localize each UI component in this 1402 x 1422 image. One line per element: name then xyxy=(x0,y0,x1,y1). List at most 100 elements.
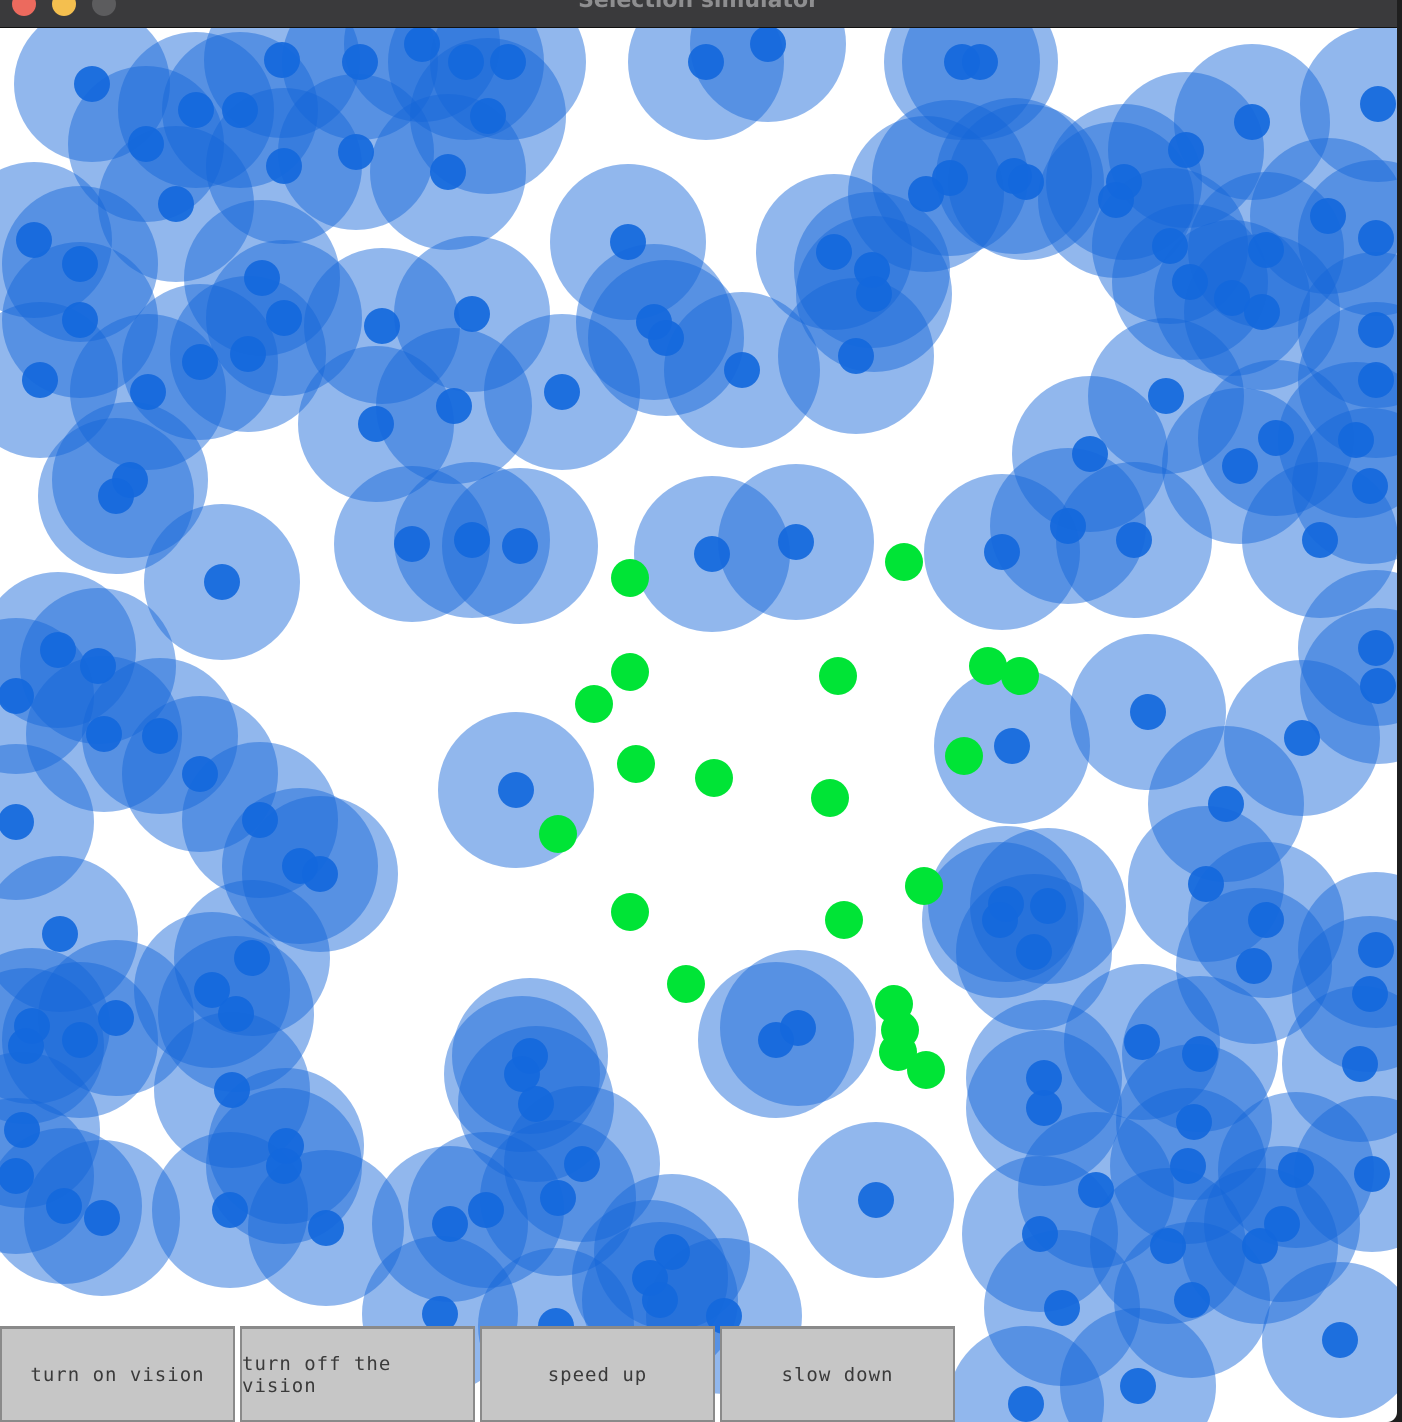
predator-agent xyxy=(4,1112,40,1148)
predator-agent xyxy=(1352,468,1388,504)
vision-ring-layer xyxy=(0,28,1397,1422)
predator-agent xyxy=(448,44,484,80)
predator-agent xyxy=(544,374,580,410)
predator-agent xyxy=(1124,1024,1160,1060)
prey-agent xyxy=(611,653,649,691)
predator-vision-ring xyxy=(0,968,104,1124)
predator-agent xyxy=(750,28,786,62)
predator-agent xyxy=(1248,902,1284,938)
predator-agent xyxy=(142,718,178,754)
prey-agent xyxy=(575,685,613,723)
predator-agent xyxy=(128,126,164,162)
predator-vision-ring xyxy=(1282,986,1397,1142)
predator-agent xyxy=(1050,508,1086,544)
predator-vision-ring xyxy=(282,28,438,140)
predator-agent xyxy=(1258,420,1294,456)
predator-vision-ring xyxy=(902,28,1058,140)
close-window-button[interactable] xyxy=(12,0,36,16)
predator-agent xyxy=(838,338,874,374)
window-shadow-edge xyxy=(1397,0,1402,1422)
predator-agent xyxy=(394,526,430,562)
predator-agent xyxy=(858,1182,894,1218)
predator-agent xyxy=(1354,1156,1390,1192)
predator-agent xyxy=(1174,1282,1210,1318)
slow-down-button[interactable]: slow down xyxy=(720,1326,955,1422)
predator-agent xyxy=(364,308,400,344)
predator-agent xyxy=(404,28,440,62)
predator-vision-ring xyxy=(948,1326,1104,1422)
minimize-window-button[interactable] xyxy=(52,0,76,16)
predator-agent xyxy=(1172,264,1208,300)
predator-agent xyxy=(1152,228,1188,264)
predator-agent xyxy=(1170,1148,1206,1184)
simulation-canvas[interactable] xyxy=(0,28,1397,1422)
predator-agent xyxy=(230,336,266,372)
predator-agent xyxy=(422,1296,458,1332)
predator-agent xyxy=(1008,1386,1044,1422)
prey-layer xyxy=(539,543,1039,1089)
predator-agent xyxy=(502,528,538,564)
predator-agent xyxy=(178,92,214,128)
predator-agent xyxy=(86,716,122,752)
predator-agent xyxy=(984,534,1020,570)
predator-agent xyxy=(1016,934,1052,970)
predator-agent xyxy=(430,154,466,190)
predator-agent xyxy=(1342,1046,1378,1082)
predator-agent xyxy=(130,374,166,410)
predator-agent xyxy=(490,44,526,80)
predator-agent xyxy=(0,804,34,840)
turn-off-vision-button[interactable]: turn off the vision xyxy=(240,1326,475,1422)
predator-agent xyxy=(994,728,1030,764)
prey-agent xyxy=(879,1033,917,1071)
predator-agent xyxy=(1176,1104,1212,1140)
predator-agent xyxy=(46,1188,82,1224)
predator-vision-ring xyxy=(1294,1096,1397,1252)
title-bar: Selection simulator xyxy=(0,0,1397,28)
predator-agent xyxy=(504,1056,540,1092)
predator-agent xyxy=(1358,932,1394,968)
predator-agent xyxy=(308,1210,344,1246)
predator-agent xyxy=(436,388,472,424)
predator-agent xyxy=(266,300,302,336)
predator-vision-ring xyxy=(1060,1308,1216,1422)
predator-vision-ring xyxy=(1300,28,1397,182)
prey-agent xyxy=(819,657,857,695)
predator-agent xyxy=(358,406,394,442)
predator-agent xyxy=(40,632,76,668)
predator-agent xyxy=(654,1234,690,1270)
predator-agent xyxy=(454,296,490,332)
predator-agent xyxy=(982,902,1018,938)
predator-agent xyxy=(468,1192,504,1228)
predator-agent xyxy=(1168,132,1204,168)
predator-agent xyxy=(0,678,34,714)
maximize-window-button[interactable] xyxy=(92,0,116,16)
predator-agent xyxy=(194,972,230,1008)
predator-agent xyxy=(648,320,684,356)
prey-agent xyxy=(611,893,649,931)
prey-agent xyxy=(617,745,655,783)
predator-agent xyxy=(1358,362,1394,398)
turn-on-vision-button[interactable]: turn on vision xyxy=(0,1326,235,1422)
prey-agent xyxy=(811,779,849,817)
predator-agent xyxy=(338,134,374,170)
prey-agent xyxy=(667,965,705,1003)
predator-agent xyxy=(234,940,270,976)
predator-vision-ring xyxy=(690,28,846,122)
predator-agent xyxy=(212,1192,248,1228)
predator-agent xyxy=(264,42,300,78)
predator-agent xyxy=(1360,668,1396,704)
predator-agent xyxy=(518,1086,554,1122)
prey-agent xyxy=(1001,657,1039,695)
predator-agent xyxy=(1278,1152,1314,1188)
predator-agent xyxy=(1078,1172,1114,1208)
predator-agent xyxy=(222,92,258,128)
prey-agent xyxy=(945,737,983,775)
predator-agent xyxy=(1116,522,1152,558)
predator-agent xyxy=(688,44,724,80)
predator-agent xyxy=(1030,888,1066,924)
predator-agent xyxy=(1358,220,1394,256)
speed-up-button[interactable]: speed up xyxy=(480,1326,715,1422)
predator-agent xyxy=(780,1010,816,1046)
predator-agent xyxy=(8,1028,44,1064)
predator-agent xyxy=(454,522,490,558)
